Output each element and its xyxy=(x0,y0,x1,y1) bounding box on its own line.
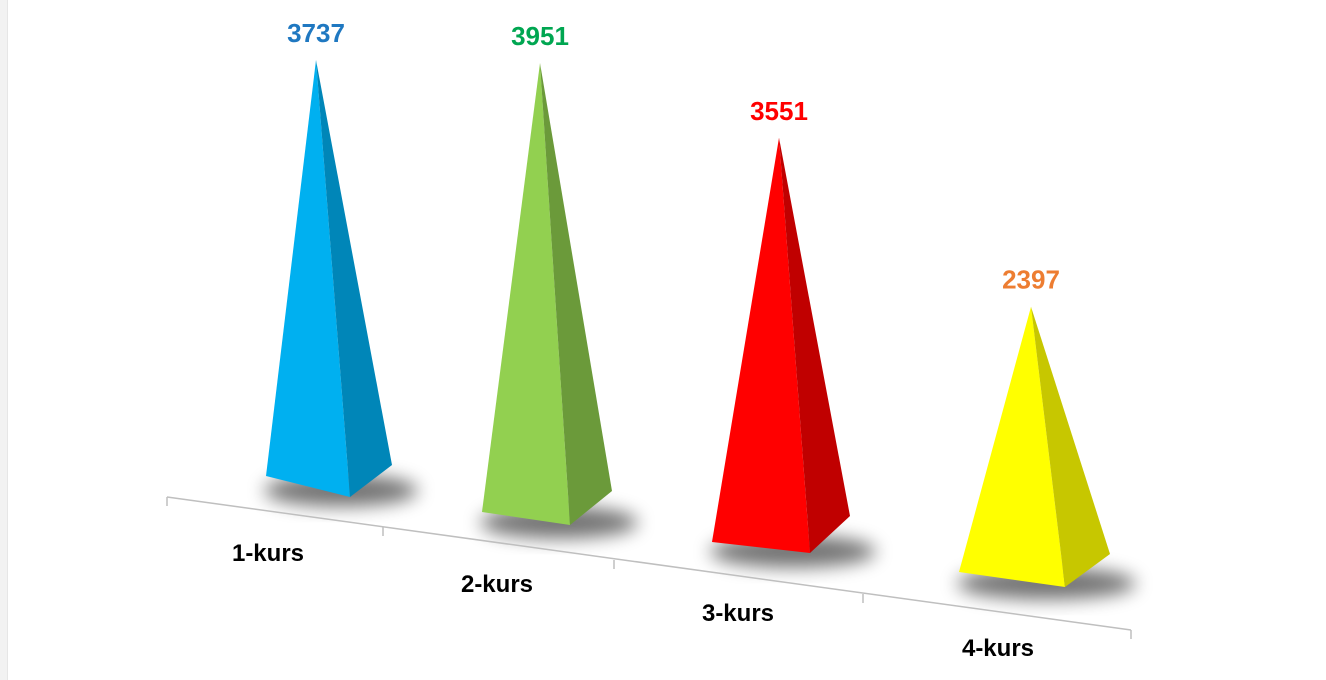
pyramid-front-face xyxy=(482,62,570,526)
pyramid-front-face xyxy=(712,137,810,553)
value-label: 3551 xyxy=(750,96,808,126)
value-label: 2397 xyxy=(1002,265,1060,295)
pyramid-bar xyxy=(266,60,392,497)
left-border xyxy=(0,0,8,680)
pyramid-side-face xyxy=(316,60,392,497)
category-label: 4-kurs xyxy=(962,635,1034,662)
pyramid-front-face xyxy=(266,60,350,497)
value-label: 3951 xyxy=(511,21,569,51)
category-label: 1-kurs xyxy=(232,540,304,567)
pyramid-side-face xyxy=(540,62,612,526)
pyramid-bar xyxy=(712,137,850,553)
pyramids-layer xyxy=(266,60,1110,587)
pyramid-bar xyxy=(482,62,612,526)
category-label: 2-kurs xyxy=(461,571,533,598)
labels-layer: 3737 1-kurs 3951 2-kurs 3551 3-kurs 2397 4-kurs xyxy=(232,18,1060,662)
x-axis xyxy=(166,496,1132,639)
value-label: 3737 xyxy=(287,18,345,48)
pyramid-bar xyxy=(959,306,1110,587)
pyramid-side-face xyxy=(1031,306,1110,587)
x-axis-line xyxy=(166,496,1132,631)
pyramid-front-face xyxy=(959,306,1065,587)
category-label: 3-kurs xyxy=(702,600,774,627)
pyramid-side-face xyxy=(779,137,850,553)
